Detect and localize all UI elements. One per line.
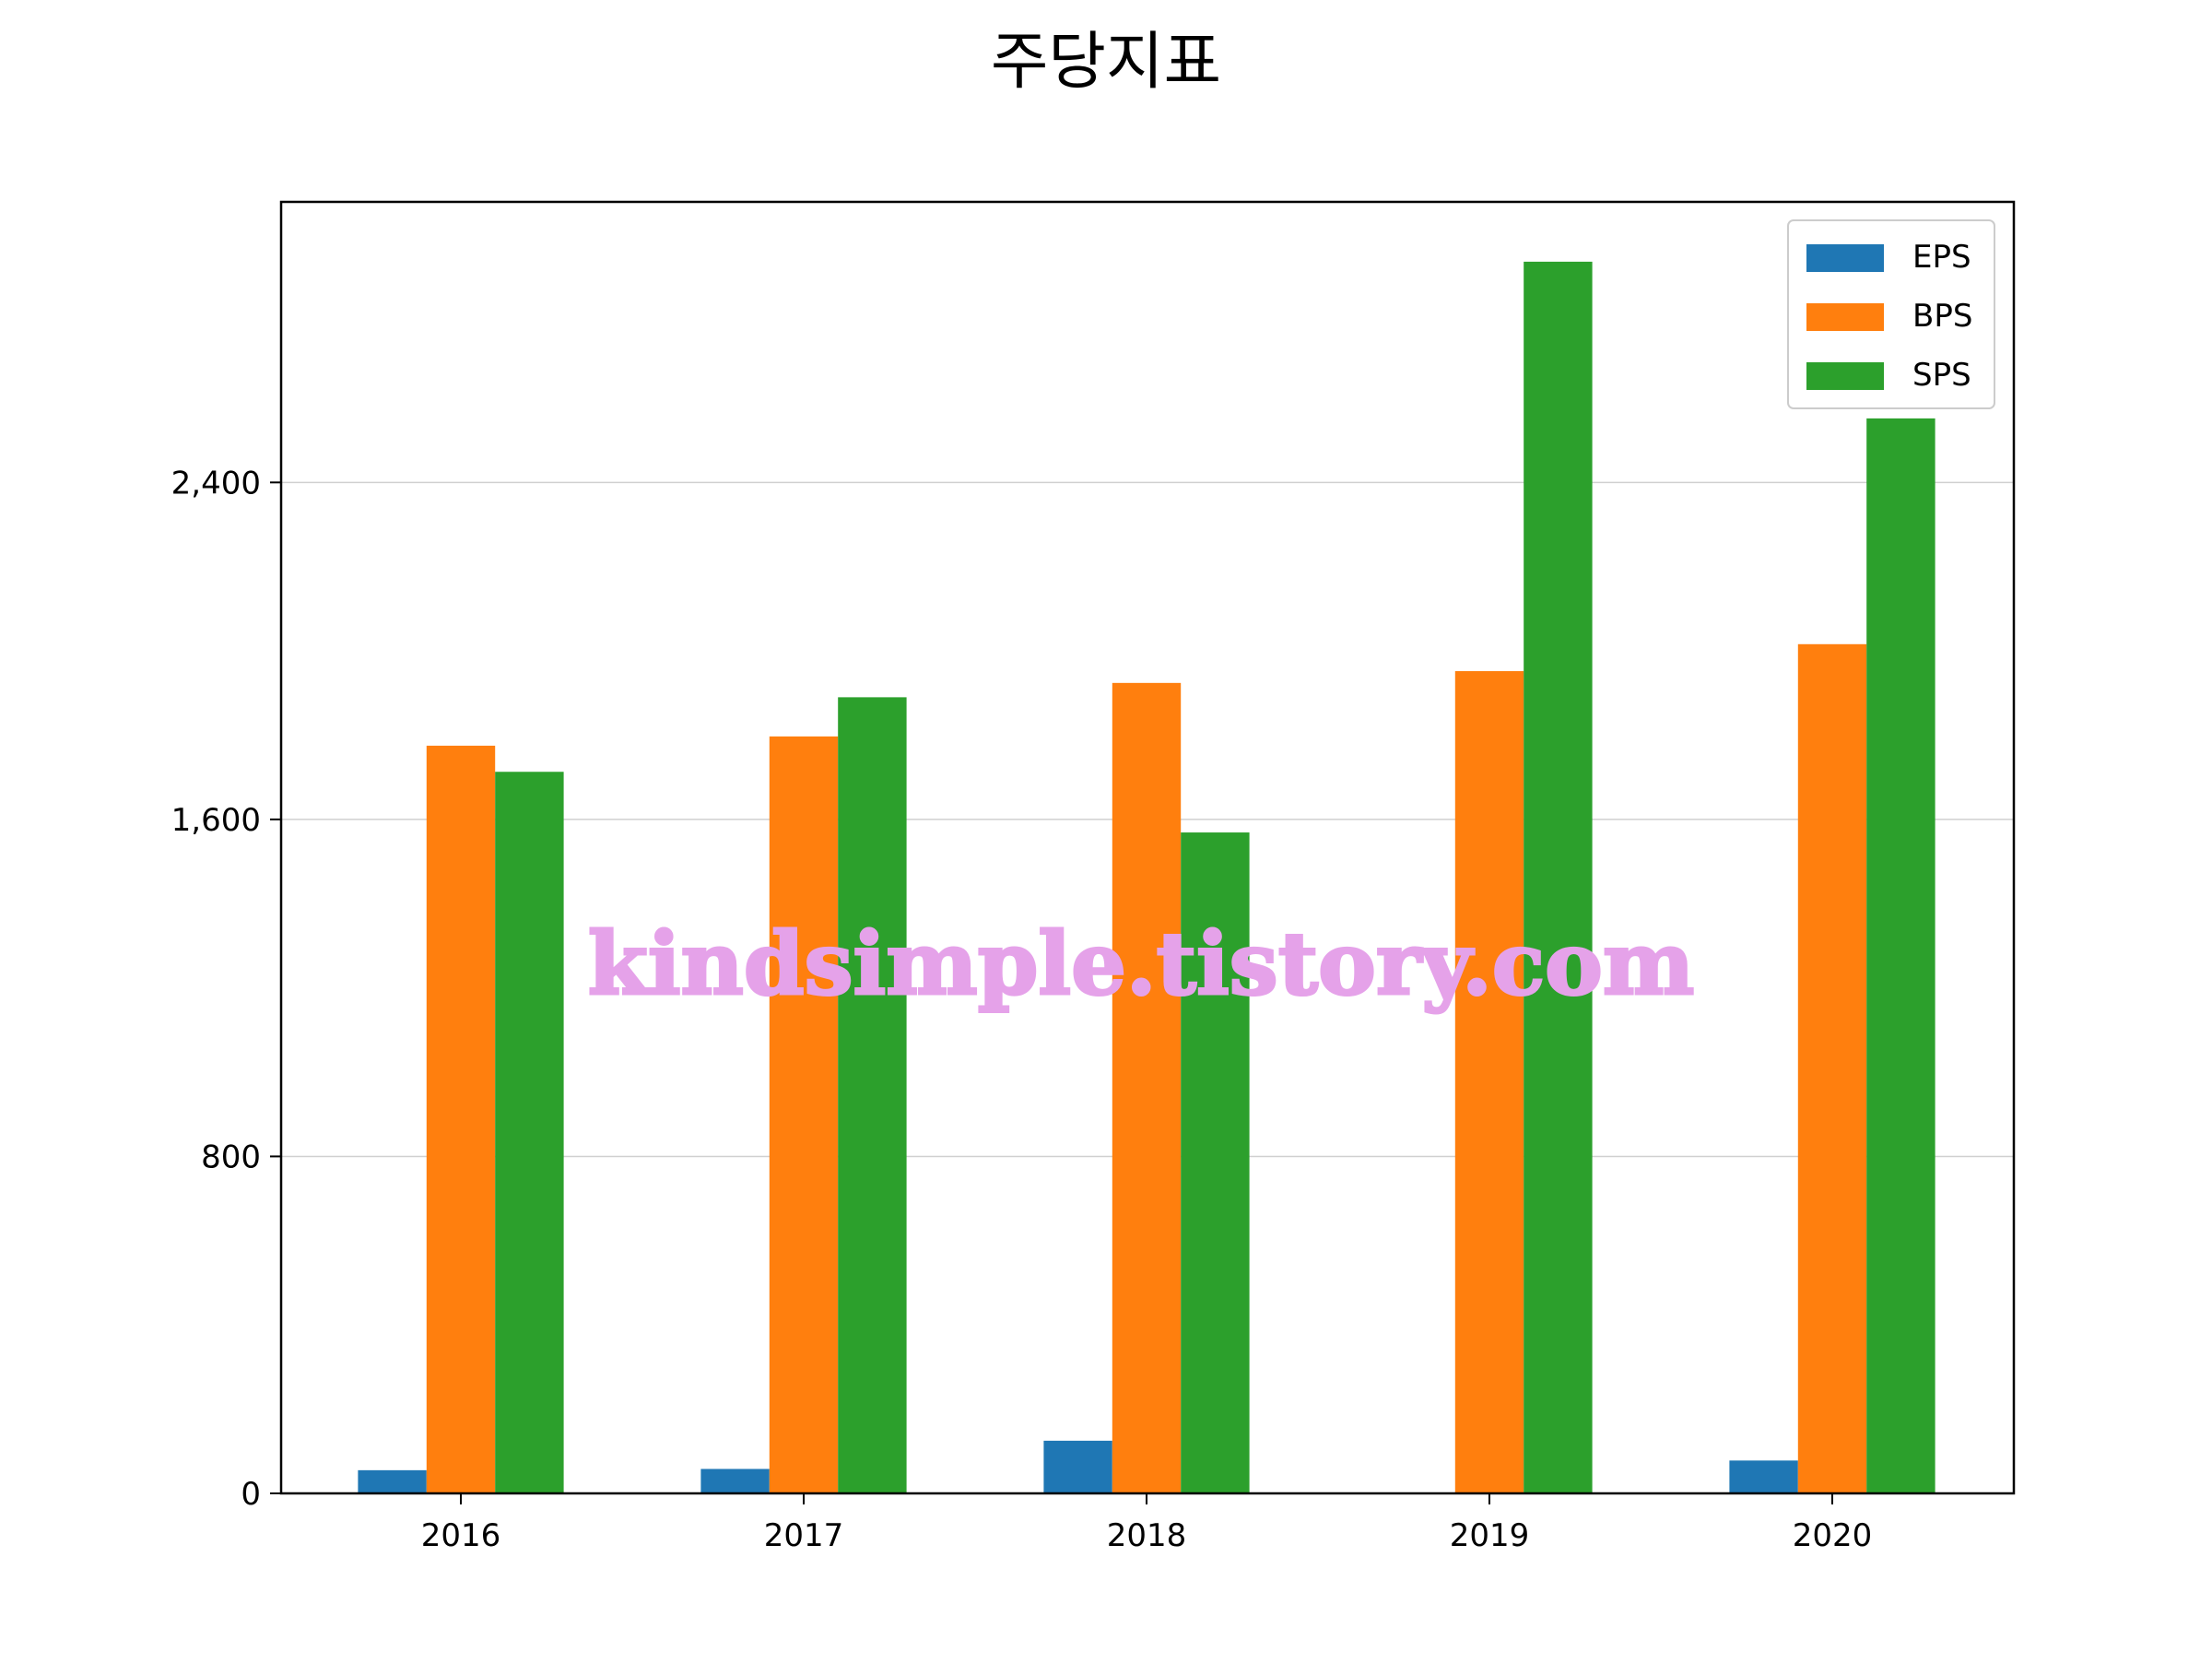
legend-label-eps: EPS [1912,239,1971,276]
y-tick-label: 800 [201,1138,261,1175]
bar-eps-2017 [700,1468,770,1493]
bar-sps-2018 [1181,832,1250,1493]
x-tick-label: 2018 [1107,1517,1187,1554]
bar-sps-2020 [1866,418,1936,1493]
bar-eps-2018 [1043,1440,1112,1493]
legend: EPS BPS SPS [1787,219,1995,409]
bar-bps-2019 [1454,671,1524,1493]
bar-bps-2018 [1112,682,1182,1493]
legend-swatch-eps [1806,244,1884,272]
watermark-text: kindsimple.tistory.com [588,914,1695,1015]
bar-bps-2020 [1797,643,1867,1493]
x-tick-label: 2016 [421,1517,501,1554]
bar-sps-2019 [1524,261,1593,1494]
legend-swatch-sps [1806,362,1884,390]
bar-sps-2016 [495,772,564,1493]
x-axis-ticks: 2016 2017 2018 2019 2020 [421,1493,1873,1554]
x-tick-label: 2017 [764,1517,844,1554]
legend-swatch-bps [1806,303,1884,331]
bar-eps-2016 [358,1469,427,1493]
y-tick-label: 0 [241,1476,261,1513]
bar-eps-2020 [1729,1460,1798,1493]
legend-label-bps: BPS [1912,298,1972,335]
bar-bps-2017 [769,736,839,1493]
bar-bps-2016 [426,745,496,1493]
chart-title: 주당지표 [991,26,1221,99]
y-tick-label: 2,400 [171,465,261,501]
bar-sps-2017 [838,697,907,1493]
x-tick-label: 2019 [1450,1517,1530,1554]
bar-series-group [358,261,1936,1494]
y-axis-ticks: 0 800 1,600 2,400 [171,465,281,1513]
legend-label-sps: SPS [1912,357,1971,394]
x-tick-label: 2020 [1793,1517,1873,1554]
y-tick-label: 1,600 [171,802,261,839]
